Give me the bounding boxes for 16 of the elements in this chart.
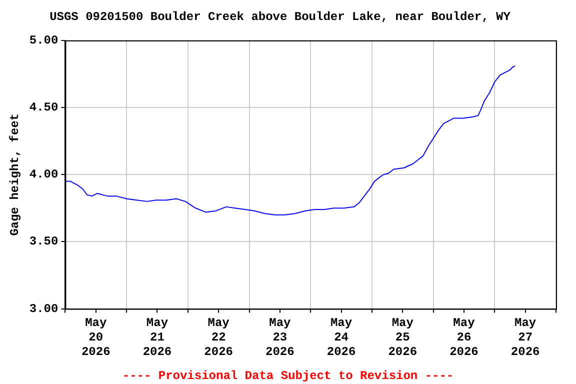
x-tick-label: May 27 2026 (510, 316, 540, 359)
y-tick-label: 4.00 (29, 168, 58, 182)
x-tick-label: May 25 2026 (388, 316, 418, 359)
x-tick-label: May 26 2026 (450, 316, 478, 359)
chart-title: USGS 09201500 Boulder Creek above Boulder Lake, near Boulder, WY (50, 10, 512, 24)
x-tick-label: May 23 2026 (266, 316, 294, 359)
y-tick-label: 3.00 (29, 302, 58, 316)
y-tick-label: 4.50 (29, 100, 58, 115)
text: ---- Provisional Data Subject to Revision ---- (122, 369, 454, 384)
y-tick-label: 3.50 (29, 234, 58, 249)
x-tick-label: May 21 2026 (142, 316, 172, 359)
x-tick-label: May 20 2026 (81, 316, 110, 359)
y-tick-label: 5.00 (29, 33, 58, 48)
y-axis-title: Gage height, feet (8, 113, 22, 236)
x-tick-label: May 22 2026 (204, 316, 233, 359)
x-tick-label: May 24 2026 (326, 316, 356, 359)
